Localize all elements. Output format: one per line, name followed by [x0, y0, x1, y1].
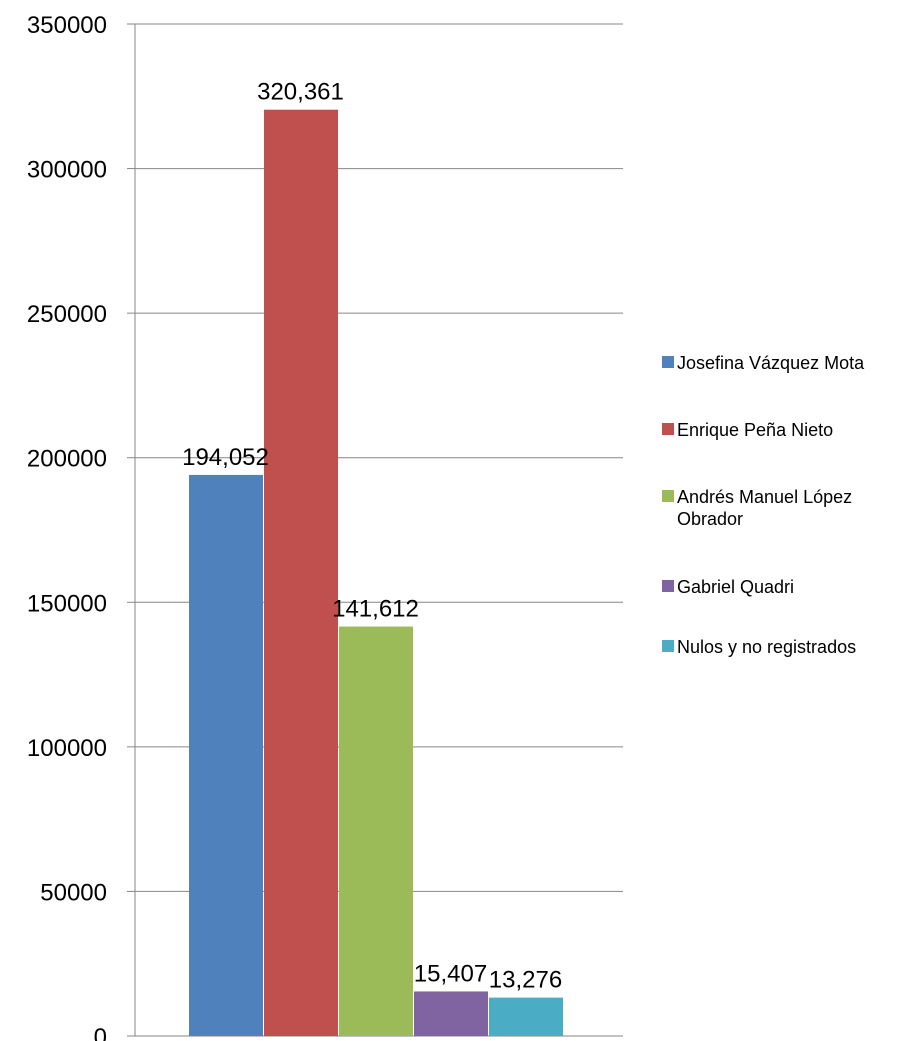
bar [414, 991, 488, 1036]
y-tick-label: 350000 [27, 12, 107, 39]
data-label: 13,276 [489, 967, 562, 994]
y-tick-label: 250000 [27, 301, 107, 328]
legend-item-enrique: Enrique Peña Nieto [662, 419, 917, 441]
y-tick-label: 200000 [27, 446, 107, 473]
legend-label: Nulos y no registrados [677, 637, 857, 657]
legend-item-nulos: Nulos y no registrados [662, 636, 917, 658]
bar [489, 997, 563, 1036]
legend-label: Gabriel Quadri [677, 577, 795, 597]
legend-label: Enrique Peña Nieto [677, 420, 834, 440]
y-axis: 0 50000 100000 150000 200000 250000 300000 3500… [27, 12, 136, 1041]
data-label: 15,407 [414, 960, 487, 987]
data-label: 194,052 [182, 444, 269, 471]
legend-label: Andrés Manuel López Obrador [677, 487, 853, 529]
legend-label: Josefina Vázquez Mota [677, 353, 865, 373]
legend-swatch [662, 356, 674, 368]
legend-swatch [662, 423, 674, 435]
bars [189, 109, 563, 1037]
data-labels: 194,052 320,361 141,612 15,407 13,276 [182, 79, 562, 994]
data-label: 320,361 [257, 79, 344, 106]
legend-item-gabriel: Gabriel Quadri [662, 576, 917, 598]
y-tick-label: 150000 [27, 590, 107, 617]
y-tick-label: 100000 [27, 735, 107, 762]
legend-swatch [662, 580, 674, 592]
y-tick-label: 50000 [40, 879, 107, 906]
bar [339, 626, 413, 1036]
legend-swatch [662, 490, 674, 502]
bar [189, 474, 263, 1037]
y-tick-label: 0 [94, 1024, 107, 1041]
bar [264, 109, 338, 1037]
legend-item-andres: Andrés Manuel López Obrador [662, 486, 907, 530]
legend-item-josefina: Josefina Vázquez Mota [662, 352, 917, 374]
data-label: 141,612 [332, 596, 419, 623]
legend-swatch [662, 640, 674, 652]
y-tick-label: 300000 [27, 157, 107, 184]
